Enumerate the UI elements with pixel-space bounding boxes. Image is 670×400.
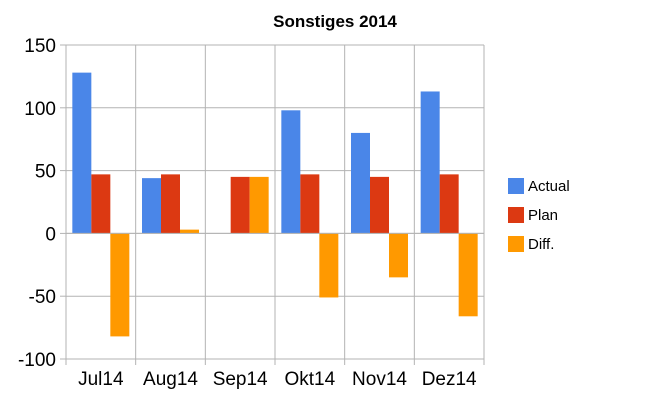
bar-plan-aug14 [161, 174, 180, 234]
bar-plan-nov14 [370, 176, 389, 234]
legend-swatch [508, 207, 524, 223]
x-tick-label: Jul14 [78, 369, 124, 390]
x-tick-label: Nov14 [352, 369, 407, 390]
bar-actual-jul14 [72, 72, 92, 234]
legend-swatch [508, 178, 524, 194]
y-tick-label: -100 [18, 350, 56, 371]
legend-label: Actual [528, 178, 570, 195]
bar-actual-dez14 [420, 91, 440, 234]
chart-title: Sonstiges 2014 [273, 12, 397, 31]
y-tick-label: 100 [24, 99, 56, 120]
bar-diff-sep14 [249, 176, 269, 234]
x-tick-label: Dez14 [422, 369, 477, 390]
axes-group [60, 44, 485, 365]
y-tick-label: 50 [35, 162, 56, 183]
bar-plan-jul14 [91, 174, 111, 234]
bar-diff-okt14 [319, 233, 339, 298]
bar-plan-sep14 [230, 176, 250, 234]
bars-group [72, 72, 478, 337]
y-tick-label: 0 [45, 224, 56, 245]
bar-actual-nov14 [351, 132, 370, 234]
legend-label: Diff. [528, 236, 554, 253]
x-axis-tick-labels: Jul14 Aug14 Sep14 Okt14 Nov14 Dez14 [78, 369, 477, 390]
x-tick-label: Sep14 [213, 369, 268, 390]
bar-diff-dez14 [458, 233, 478, 317]
bar-plan-dez14 [439, 174, 459, 234]
legend-label: Plan [528, 207, 558, 224]
bar-diff-aug14 [180, 229, 199, 234]
bar-diff-jul14 [110, 233, 130, 337]
y-axis-tick-labels: -100 -50 0 50 100 150 [18, 36, 56, 371]
x-tick-label: Okt14 [284, 369, 335, 390]
bar-actual-okt14 [281, 110, 301, 234]
y-tick-label: 150 [24, 36, 56, 57]
bar-plan-okt14 [300, 174, 320, 234]
bar-diff-nov14 [389, 233, 408, 278]
chart-legend: Actual Plan Diff. [508, 178, 570, 253]
bar-actual-aug14 [142, 178, 161, 234]
y-tick-label: -50 [29, 287, 56, 308]
x-tick-label: Aug14 [143, 369, 198, 390]
legend-swatch [508, 236, 524, 252]
